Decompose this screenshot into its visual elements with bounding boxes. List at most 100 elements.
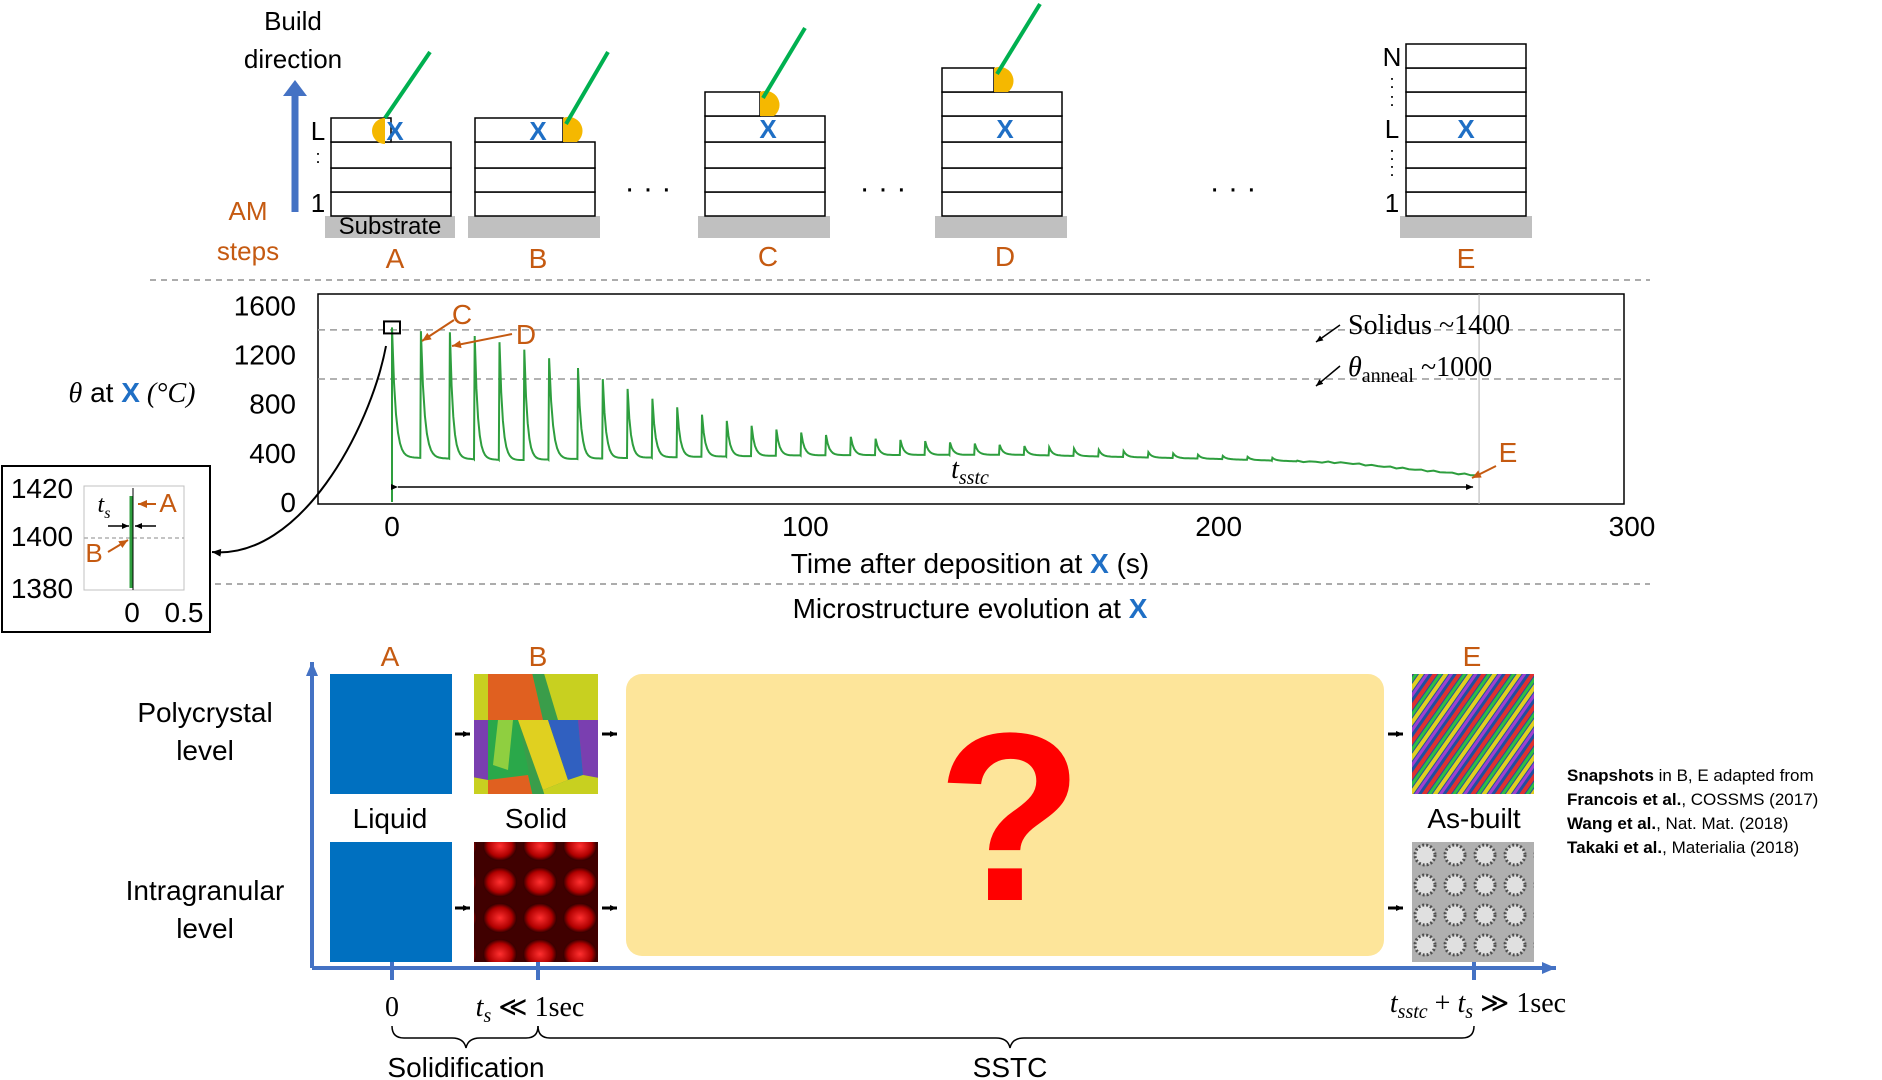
layer-1-label: 1: [311, 188, 325, 218]
micro-stage-a: A: [381, 641, 400, 672]
stage-label-c: C: [758, 241, 778, 272]
temperature-series-line: [391, 327, 1477, 502]
micro-stage-b: B: [529, 641, 548, 672]
layer-top: [704, 91, 761, 117]
stack-e: X N : : L : : 1 E: [1383, 42, 1532, 274]
micro-stage-e: E: [1463, 641, 1482, 672]
microstructure-panel: Microstructure evolution at X Polycrysta…: [126, 593, 1819, 1080]
layer: [1405, 91, 1527, 117]
stack-c: X C: [698, 26, 830, 272]
ellipsis: · · ·: [1210, 172, 1257, 205]
annotation-c: C: [452, 299, 472, 330]
layer-dots: :: [1389, 160, 1394, 180]
inset-frame: [1, 465, 211, 633]
question-mark: ?: [937, 683, 1084, 951]
build-direction-line1: Build: [264, 6, 322, 36]
laser-beam: [564, 50, 610, 126]
layer: [1405, 141, 1527, 169]
inset-b-arrow: [107, 539, 129, 553]
stack-d: X D: [935, 2, 1067, 272]
x-tick-label: 0: [384, 511, 400, 542]
sstc-brace: [537, 1025, 1475, 1049]
layer-n: [1405, 43, 1527, 69]
layer: [941, 141, 1063, 169]
inset-zoom: 1420 1400 1380 0 0.5 ts A B: [1, 465, 211, 633]
layer: [330, 141, 452, 169]
micro-title: Microstructure evolution at X: [793, 593, 1148, 624]
melt-pool: [372, 118, 385, 144]
laser-beam: [383, 50, 432, 120]
solid-cells-tile: [474, 842, 598, 962]
anneal-arrow: [1315, 365, 1341, 387]
solidification-brace: [391, 1025, 539, 1049]
y-tick-label: 0: [280, 487, 296, 518]
solid-grains-tile: [474, 674, 598, 794]
am-steps-line2: steps: [217, 236, 279, 266]
layer-l-label: L: [1385, 114, 1399, 144]
annotation-d: D: [516, 319, 536, 350]
tsstc-label: tsstc: [951, 454, 989, 489]
laser-beam: [995, 2, 1042, 76]
layer: [1405, 167, 1527, 193]
layer: [704, 167, 826, 193]
zoom-box: [383, 320, 401, 335]
solidus-label: Solidus ~1400: [1348, 310, 1510, 341]
layer: [474, 191, 596, 217]
y-ticks: 0 400 800 1200 1600: [234, 290, 296, 518]
point-x-mark: X: [1457, 114, 1475, 144]
layer: [474, 167, 596, 193]
build-sequence: Build direction AM steps Substrate X L :…: [217, 2, 1532, 274]
layer: [941, 191, 1063, 217]
reference-lines: [318, 329, 1624, 380]
x-ticks: 0 100 200 300: [384, 511, 1655, 542]
point-x-mark: X: [386, 116, 404, 146]
x-tick-label: 100: [782, 511, 829, 542]
ref-line-4: Takaki et al., Materialia (2018): [1567, 838, 1799, 857]
ref-line-1: Snapshots in B, E adapted from: [1567, 766, 1814, 785]
layer: [474, 141, 596, 169]
layer: [941, 91, 1063, 117]
asbuilt-label: As-built: [1427, 803, 1521, 834]
laser-beam: [761, 26, 807, 100]
substrate-label: Substrate: [339, 213, 442, 240]
liquid-label: Liquid: [353, 803, 428, 834]
solidification-label: Solidification: [387, 1052, 544, 1080]
y-tick-label: 1200: [234, 339, 296, 370]
ellipsis: · · ·: [860, 172, 907, 205]
layer: [704, 191, 826, 217]
time-zero: 0: [385, 992, 399, 1023]
anneal-label: θanneal ~1000: [1348, 352, 1492, 387]
annotation-c-arrow: [421, 319, 455, 342]
plot-frame: [317, 293, 1625, 505]
build-direction-arrowhead: [283, 80, 307, 96]
liquid-polycrystal-tile: [330, 674, 452, 794]
inset-y-tick: 1380: [11, 573, 73, 604]
annotation-e: E: [1499, 437, 1518, 468]
y-axis-label: θ at X (°C): [69, 377, 196, 409]
liquid-intragranular-tile: [330, 842, 452, 962]
layer-dots: :: [1389, 144, 1394, 164]
layer: [330, 167, 452, 193]
stage-label-b: B: [529, 243, 548, 274]
layer: [330, 191, 452, 217]
unknown-sstc-panel: [626, 674, 1384, 956]
layer-top: [941, 67, 995, 93]
annotation-d-arrow: [451, 333, 513, 349]
time-ts: ts ≪ 1sec: [476, 992, 585, 1027]
stack-a: Substrate X L : 1 A: [311, 50, 455, 274]
inset-y-tick: 1420: [11, 473, 73, 504]
layer: [1405, 191, 1527, 217]
inset-y-tick: 1400: [11, 521, 73, 552]
solid-label: Solid: [505, 803, 567, 834]
row-intragranular-line2: level: [176, 913, 234, 944]
point-x-mark: X: [529, 116, 547, 146]
layer-dots: :: [1389, 72, 1394, 92]
substrate: [1400, 216, 1532, 238]
am-steps-line1: AM: [229, 196, 268, 226]
asbuilt-grains-tile: [1412, 674, 1534, 794]
ref-line-2: Francois et al., COSSMS (2017): [1567, 790, 1818, 809]
layer-l: [474, 117, 564, 143]
stage-label-e: E: [1457, 243, 1476, 274]
x-axis-label: Time after deposition at X (s): [791, 548, 1149, 579]
